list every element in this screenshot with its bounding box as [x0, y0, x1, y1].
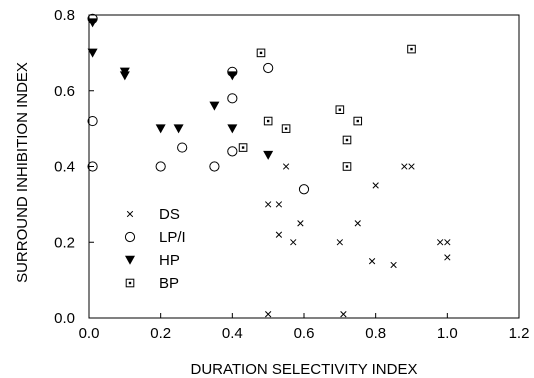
point-ds: [275, 231, 283, 238]
point-hp: [155, 124, 166, 134]
point-bp: [256, 48, 266, 58]
point-lp-i: [227, 146, 238, 157]
y-tick-label: 0.6: [54, 83, 75, 100]
point-lp-i: [227, 93, 238, 104]
point-ds: [265, 201, 272, 208]
x-tick-label: 0.6: [294, 325, 315, 342]
point-ds: [444, 254, 451, 261]
point-hp: [173, 124, 184, 134]
legend-marker-bp: [125, 278, 135, 288]
point-ds: [282, 163, 290, 170]
legend-label-bp: BP: [159, 275, 179, 292]
legend-marker-lp-i: [124, 231, 136, 243]
point-hp: [227, 124, 238, 134]
point-hp: [87, 48, 98, 58]
x-tick-label: 0.8: [365, 325, 386, 342]
point-bp: [342, 162, 352, 171]
point-bp: [353, 116, 363, 126]
legend-label-lp-i: LP/I: [159, 229, 186, 246]
point-lp-i: [177, 142, 188, 153]
point-ds: [372, 182, 379, 189]
point-bp: [238, 143, 248, 152]
point-ds: [275, 201, 283, 208]
point-lp-i: [263, 62, 274, 74]
point-bp: [281, 124, 291, 133]
y-tick-label: 0.4: [54, 159, 75, 176]
point-bp: [407, 44, 416, 54]
point-hp: [87, 18, 98, 28]
point-ds: [340, 311, 347, 318]
point-bp: [335, 105, 345, 114]
point-ds: [390, 261, 397, 269]
point-lp-i: [298, 184, 310, 195]
legend: DS LP/I HP BP: [124, 206, 186, 292]
y-axis-ticks: 0.0 0.2 0.4 0.6 0.8: [54, 7, 94, 327]
x-tick-label: 1.0: [437, 325, 458, 342]
point-ds: [368, 258, 376, 265]
point-ds: [408, 163, 415, 170]
point-ds: [297, 220, 304, 227]
x-tick-label: 0.2: [150, 325, 171, 342]
point-ds: [354, 220, 361, 227]
y-tick-label: 0.2: [54, 234, 75, 251]
point-bp: [342, 135, 352, 145]
x-axis-title: DURATION SELECTIVITY INDEX: [191, 361, 418, 378]
point-lp-i: [155, 161, 166, 172]
data-points: [87, 13, 451, 318]
point-ds: [336, 239, 343, 246]
y-axis-title: SURROUND INHIBITION INDEX: [14, 62, 31, 283]
point-ds: [265, 311, 272, 318]
point-bp: [263, 116, 273, 126]
legend-marker-hp: [125, 255, 135, 265]
point-hp: [263, 150, 274, 160]
point-lp-i: [87, 115, 98, 127]
point-hp: [119, 71, 130, 81]
point-lp-i: [87, 161, 98, 172]
legend-label-hp: HP: [159, 252, 180, 269]
x-axis-ticks: 0.0 0.2 0.4 0.6 0.8 1.0 1.2: [79, 313, 530, 342]
y-tick-label: 0.8: [54, 7, 75, 24]
x-tick-label: 0.0: [79, 325, 100, 342]
x-tick-label: 0.4: [222, 325, 243, 342]
y-tick-label: 0.0: [54, 310, 75, 327]
point-ds: [444, 239, 451, 246]
point-ds: [290, 239, 297, 246]
point-hp: [227, 71, 238, 81]
plot-frame: [88, 14, 520, 319]
legend-marker-ds: [126, 210, 134, 218]
point-hp: [209, 101, 220, 111]
point-lp-i: [209, 161, 220, 172]
point-ds: [437, 239, 444, 246]
legend-label-ds: DS: [159, 206, 180, 223]
x-tick-label: 1.2: [509, 325, 530, 342]
point-ds: [401, 163, 408, 170]
